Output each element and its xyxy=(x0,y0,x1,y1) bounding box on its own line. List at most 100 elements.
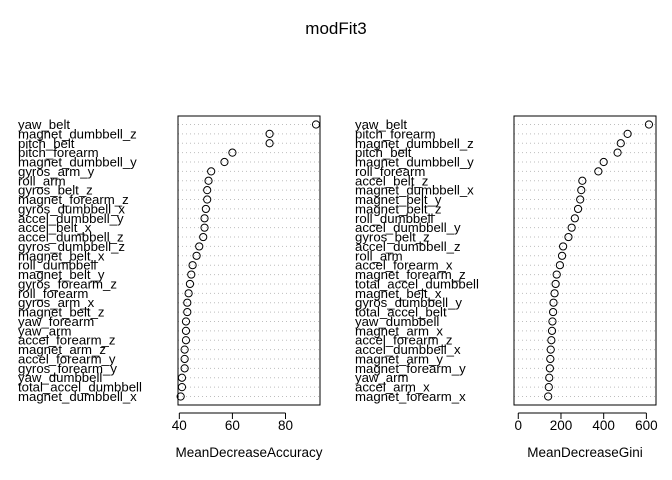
panel-1: yaw_beltmagnet_dumbbell_zpitch_beltpitch… xyxy=(18,115,323,460)
row-label: magnet_arm_y xyxy=(355,351,443,366)
data-point xyxy=(265,139,274,148)
data-point xyxy=(548,307,558,317)
x-tick-label: 80 xyxy=(278,418,293,433)
row-label: pitch_forearm xyxy=(355,126,436,141)
data-point xyxy=(545,364,554,373)
data-point xyxy=(177,373,187,382)
data-point xyxy=(311,120,321,129)
data-point xyxy=(199,232,208,242)
plot-frame xyxy=(513,115,657,406)
data-point xyxy=(181,326,191,335)
row-label: yaw_dumbbell xyxy=(355,314,439,329)
row-label: pitch_belt xyxy=(18,136,75,151)
row-label: magnet_forearm_z xyxy=(355,267,466,282)
row-label: gyros_forearm_z xyxy=(18,276,117,291)
data-point xyxy=(550,289,559,298)
row-label: total_accel_belt xyxy=(355,305,447,320)
row-label: accel_arm_x xyxy=(355,380,430,395)
data-point xyxy=(176,392,185,401)
data-point xyxy=(183,298,192,307)
data-point xyxy=(544,392,553,401)
row-label: accel_forearm_y xyxy=(18,351,116,366)
data-point xyxy=(177,383,187,392)
data-point xyxy=(570,214,579,223)
data-point xyxy=(184,289,193,298)
row-label: roll_forearm xyxy=(355,164,425,179)
row-label: gyros_arm_y xyxy=(18,164,95,179)
data-point xyxy=(181,317,191,326)
x-axis-label: MeanDecreaseGini xyxy=(527,445,643,460)
data-point xyxy=(192,251,201,260)
data-point xyxy=(183,307,192,317)
data-point xyxy=(547,326,557,335)
data-point xyxy=(200,214,209,223)
row-label: gyros_arm_x xyxy=(18,295,95,310)
row-label: magnet_dumbbell_x xyxy=(18,389,137,404)
data-point xyxy=(555,261,565,270)
data-point xyxy=(552,270,561,279)
data-point xyxy=(578,176,587,185)
row-label: gyros_belt_z xyxy=(355,230,430,245)
row-label: magnet_forearm_x xyxy=(355,389,466,404)
data-point xyxy=(203,186,212,195)
row-label: roll_arm xyxy=(18,173,66,188)
x-tick-label: 600 xyxy=(635,418,658,433)
row-label: magnet_arm_z xyxy=(18,342,106,357)
data-point xyxy=(551,279,560,289)
row-label: accel_dumbbell_y xyxy=(355,220,461,235)
row-label: yaw_belt xyxy=(18,117,70,132)
row-label: magnet_arm_x xyxy=(355,323,443,338)
x-tick-label: 60 xyxy=(225,418,240,433)
data-point xyxy=(577,186,586,195)
data-point xyxy=(203,195,212,204)
row-label: accel_forearm_x xyxy=(355,258,453,273)
data-point xyxy=(185,279,195,289)
x-tick-label: 0 xyxy=(515,418,523,433)
data-point xyxy=(201,204,210,214)
data-point xyxy=(188,261,197,270)
data-point xyxy=(576,195,585,204)
row-label: accel_dumbbell_x xyxy=(355,342,461,357)
row-label: accel_belt_z xyxy=(355,173,428,188)
data-point xyxy=(181,336,191,345)
data-point xyxy=(594,167,603,176)
row-label: total_accel_dumbbell xyxy=(18,380,142,395)
x-tick-label: 200 xyxy=(550,418,573,433)
row-label: yaw_belt xyxy=(355,117,407,132)
x-tick-label: 400 xyxy=(592,418,615,433)
data-point xyxy=(546,354,555,364)
row-label: magnet_belt_x xyxy=(18,248,105,263)
row-label: magnet_dumbbell_y xyxy=(18,155,137,170)
data-point xyxy=(557,251,567,260)
row-label: magnet_dumbbell_z xyxy=(355,136,474,151)
row-label: magnet_belt_z xyxy=(355,201,442,216)
row-label: yaw_arm xyxy=(355,370,409,385)
row-label: yaw_arm xyxy=(18,323,72,338)
data-point xyxy=(548,317,557,326)
data-point xyxy=(180,364,189,373)
x-tick-label: 40 xyxy=(172,418,187,433)
data-point xyxy=(180,345,189,354)
row-label: magnet_belt_x xyxy=(355,286,442,301)
row-label: accel_dumbbell_z xyxy=(18,230,124,245)
data-point xyxy=(573,204,583,214)
row-label: gyros_belt_z xyxy=(18,183,93,198)
row-label: magnet_belt_y xyxy=(355,192,442,207)
row-label: magnet_dumbbell_z xyxy=(18,126,137,141)
row-label: gyros_dumbbell_x xyxy=(18,201,125,216)
row-label: magnet_dumbbell_x xyxy=(355,183,474,198)
row-label: magnet_belt_z xyxy=(18,305,105,320)
data-point xyxy=(180,354,189,364)
data-point xyxy=(599,157,608,167)
data-point xyxy=(265,129,274,138)
row-label: pitch_forearm xyxy=(18,145,99,160)
row-label: accel_belt_x xyxy=(18,220,92,235)
row-label: magnet_belt_y xyxy=(18,267,105,282)
data-point xyxy=(623,129,632,138)
data-point xyxy=(228,148,237,157)
data-point xyxy=(567,223,576,232)
row-label: accel_dumbbell_z xyxy=(355,239,461,254)
data-point xyxy=(616,139,625,148)
row-label: gyros_dumbbell_y xyxy=(355,295,462,310)
